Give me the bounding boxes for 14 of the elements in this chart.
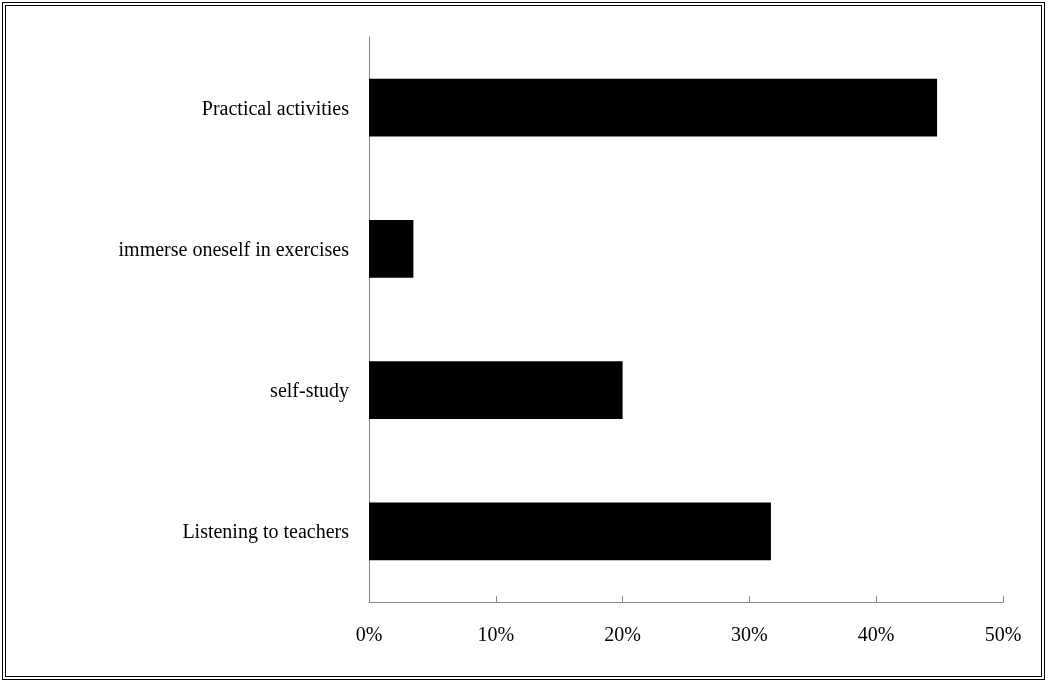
- y-tick-label: Listening to teachers: [182, 520, 350, 544]
- x-tick-label: 40%: [857, 623, 895, 645]
- x-tick-label: 50%: [984, 623, 1022, 645]
- x-tick-label: 30%: [731, 623, 768, 645]
- bar: [369, 78, 938, 137]
- bar: [369, 361, 623, 420]
- x-tick-label: 10%: [477, 623, 515, 645]
- y-tick-label: self-study: [270, 379, 349, 403]
- x-tick-label: 20%: [604, 623, 641, 645]
- bar: [369, 219, 414, 278]
- y-tick-label: Practical activities: [201, 96, 350, 119]
- bar: [369, 502, 771, 561]
- y-tick-label: immerse oneself in exercises: [118, 237, 350, 260]
- x-tick-label: 0%: [355, 623, 383, 645]
